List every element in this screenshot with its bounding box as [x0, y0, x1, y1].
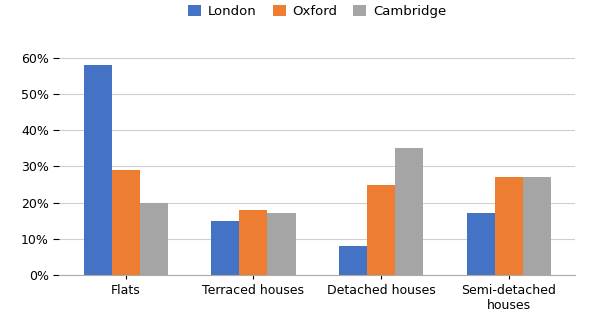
Legend: London, Oxford, Cambridge: London, Oxford, Cambridge — [188, 5, 447, 18]
Bar — [84, 65, 111, 275]
Bar — [467, 213, 495, 275]
Bar — [240, 210, 267, 275]
Bar — [395, 148, 423, 275]
Bar — [267, 213, 295, 275]
Bar — [495, 177, 523, 275]
Bar — [367, 185, 395, 275]
Bar — [211, 220, 240, 275]
Bar — [140, 203, 168, 275]
Bar — [111, 170, 140, 275]
Bar — [339, 246, 367, 275]
Bar — [523, 177, 551, 275]
